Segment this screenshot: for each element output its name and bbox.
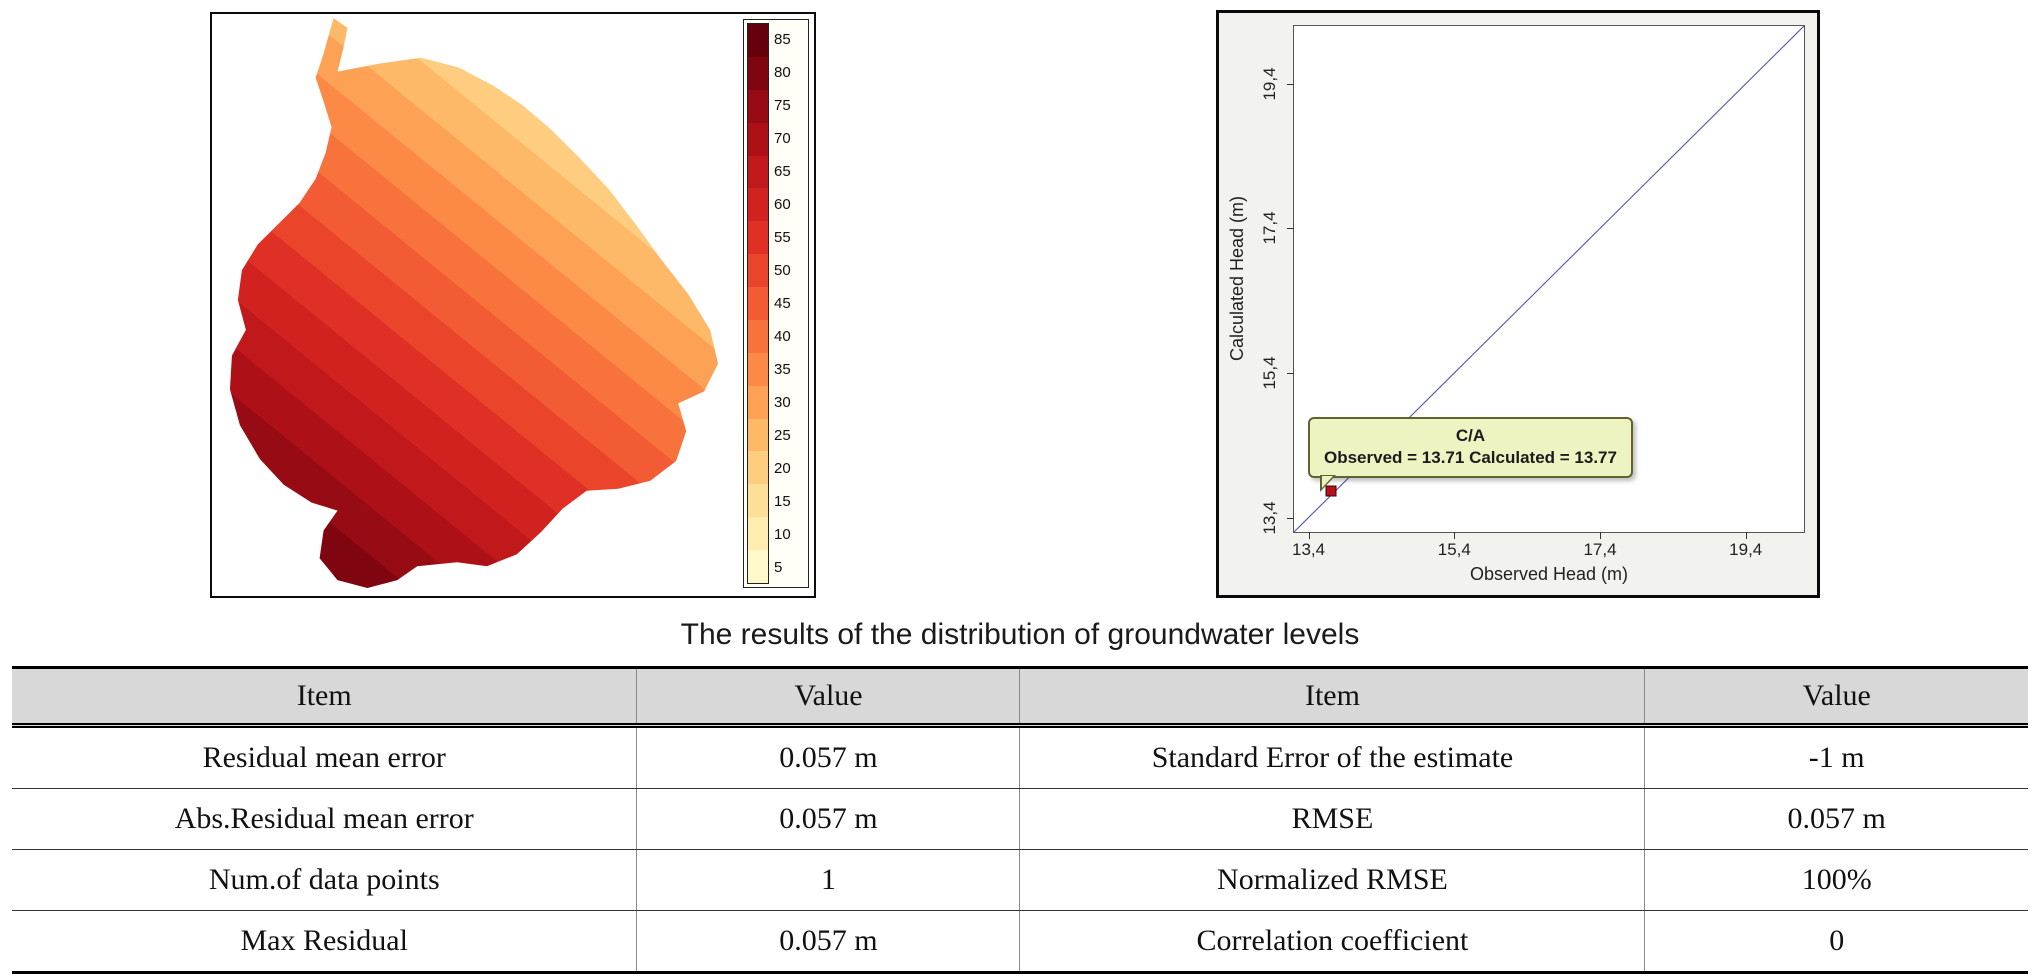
color-scale-legend: 85 80 75 70 65 60 55 50 45 40 35 30 25 20 15 10 5	[743, 19, 809, 588]
legend-value-label: 25	[774, 427, 791, 444]
legend-value-label: 5	[774, 559, 783, 576]
legend-color-swatch	[748, 155, 768, 189]
column-header: Value	[1644, 667, 2028, 728]
calibration-plot-figure: Calculated Head (m) C/A Observed = 13.71…	[1216, 10, 1820, 598]
column-header: Item	[12, 667, 637, 728]
y-tick-label: 19,4	[1260, 67, 1279, 101]
y-tick-mark	[1287, 228, 1294, 230]
y-tick-mark	[1287, 372, 1294, 374]
table-header-row: Item Value Item Value	[12, 667, 2028, 728]
x-tick-mark	[1600, 532, 1601, 539]
watershed-fill	[229, 17, 719, 589]
x-tick-mark	[1745, 532, 1747, 539]
legend-color-swatch	[748, 418, 768, 452]
legend-color-swatch	[748, 56, 768, 90]
legend-color-swatch	[748, 24, 768, 57]
table-row: Residual mean error 0.057 m Standard Error…	[12, 725, 2028, 789]
legend-value-label: 80	[774, 64, 791, 81]
legend-value-label: 10	[774, 526, 791, 543]
legend-value-label: 30	[774, 394, 791, 411]
legend-color-bar	[747, 23, 769, 584]
table-cell: 0.057 m	[636, 910, 1020, 973]
x-tick-mark	[1454, 532, 1456, 539]
legend-color-swatch	[748, 221, 768, 255]
table-cell: -1 m	[1644, 725, 2028, 789]
legend-color-swatch	[748, 484, 768, 518]
y-tick-label: 17,4	[1260, 211, 1279, 245]
legend-value-labels: 85 80 75 70 65 60 55 50 45 40 35 30 25 20 15 10 5	[769, 23, 805, 584]
x-tick-label: 15,4	[1437, 540, 1471, 559]
y-tick-mark	[1287, 517, 1294, 519]
table-cell: 0	[1644, 910, 2028, 973]
legend-value-label: 55	[774, 229, 791, 246]
legend-value-label: 70	[774, 130, 791, 147]
y-tick-label: 13,4	[1260, 500, 1279, 535]
y-axis-label-wrap: Calculated Head (m)	[1225, 25, 1251, 531]
table-cell: 1	[636, 849, 1020, 911]
legend-value-label: 15	[774, 493, 791, 510]
legend-value-label: 50	[774, 262, 791, 279]
tooltip-body: Observed = 13.71 Calculated = 13.77	[1324, 448, 1617, 467]
table-cell: Residual mean error	[12, 725, 637, 789]
x-tick-label: 13,4	[1292, 540, 1326, 559]
table-cell: 0.057 m	[636, 725, 1020, 789]
table-cell: Standard Error of the estimate	[1019, 725, 1645, 789]
table-cell: 0.057 m	[636, 788, 1020, 850]
x-tick-label: 17,4	[1583, 540, 1617, 559]
legend-color-swatch	[748, 89, 768, 123]
figure-caption: The results of the distribution of groun…	[680, 618, 1360, 651]
legend-color-swatch	[748, 451, 768, 485]
table-row: Abs.Residual mean error 0.057 m RMSE 0.057 …	[12, 788, 2028, 850]
legend-color-swatch	[748, 550, 768, 583]
column-header: Value	[636, 667, 1020, 728]
table-cell: Abs.Residual mean error	[12, 788, 637, 850]
legend-value-label: 85	[774, 31, 791, 48]
groundwater-contour-map	[229, 17, 719, 589]
groundwater-map-figure: 85 80 75 70 65 60 55 50 45 40 35 30 25 20 15 10 5	[210, 12, 816, 598]
table-cell: Correlation coefficient	[1019, 910, 1645, 973]
legend-color-swatch	[748, 254, 768, 287]
point-tooltip: C/A Observed = 13.71 Calculated = 13.77	[1308, 417, 1633, 492]
legend-value-label: 35	[774, 361, 791, 378]
table-cell: Normalized RMSE	[1019, 849, 1645, 911]
tooltip-title: C/A	[1455, 426, 1486, 445]
legend-color-swatch	[748, 319, 768, 353]
results-table: Item Value Item Value Residual mean error 0.…	[12, 666, 2028, 974]
legend-color-swatch	[748, 352, 768, 386]
legend-color-swatch	[748, 122, 768, 156]
table-cell: RMSE	[1019, 788, 1645, 850]
legend-value-label: 45	[774, 295, 791, 312]
legend-color-swatch	[748, 188, 768, 222]
legend-value-label: 65	[774, 163, 791, 180]
column-header: Item	[1019, 667, 1645, 728]
legend-color-swatch	[748, 287, 768, 320]
tooltip-pointer	[1320, 475, 1336, 492]
x-axis-label: Observed Head (m)	[1469, 564, 1629, 584]
table-cell: 0.057 m	[1644, 788, 2028, 850]
y-tick-label: 15,4	[1260, 356, 1279, 390]
legend-color-swatch	[748, 385, 768, 419]
table-cell: Num.of data points	[12, 849, 637, 911]
plot-area: C/A Observed = 13.71 Calculated = 13.77 …	[1260, 25, 1805, 584]
legend-value-label: 20	[774, 460, 791, 477]
legend-value-label: 60	[774, 196, 791, 213]
table-row: Num.of data points 1 Normalized RMSE 100%	[12, 849, 2028, 911]
table-row: Max Residual 0.057 m Correlation coefficie…	[12, 910, 2028, 973]
x-tick-mark	[1308, 532, 1310, 539]
legend-value-label: 75	[774, 97, 791, 114]
x-tick-label: 19,4	[1729, 540, 1763, 559]
table-cell: 100%	[1644, 849, 2028, 911]
y-axis-label: Calculated Head (m)	[1227, 195, 1248, 361]
y-tick-mark	[1287, 83, 1294, 85]
legend-value-label: 40	[774, 328, 791, 345]
legend-color-swatch	[748, 517, 768, 550]
table-cell: Max Residual	[240, 924, 408, 957]
